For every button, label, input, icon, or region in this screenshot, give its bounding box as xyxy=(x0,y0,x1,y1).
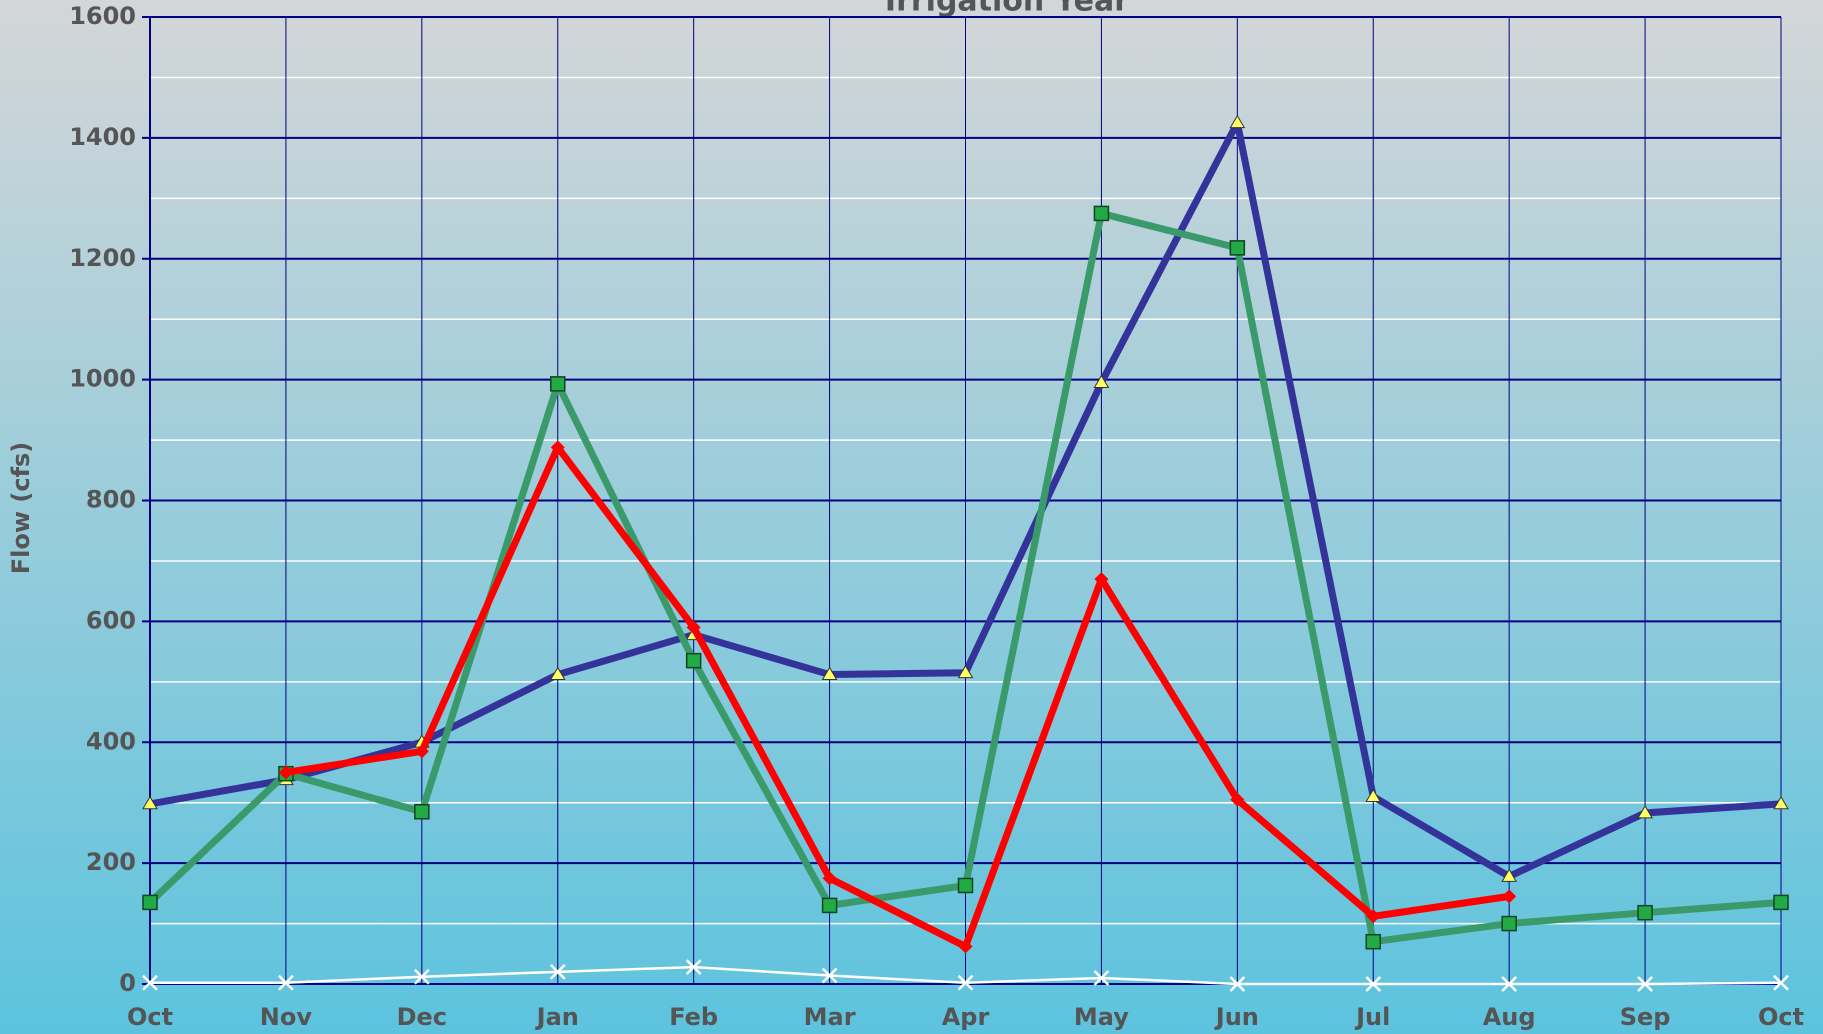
marker xyxy=(1093,970,1110,986)
marker xyxy=(414,744,429,759)
marker xyxy=(1229,976,1246,992)
marker xyxy=(1229,240,1246,256)
marker xyxy=(1501,915,1517,932)
x-tick-label: Oct xyxy=(1758,1003,1804,1031)
series-line xyxy=(285,443,1510,951)
y-tick-label: 400 xyxy=(86,727,136,755)
x-tick-label: Dec xyxy=(397,1003,447,1031)
marker xyxy=(1093,205,1110,222)
marker xyxy=(957,664,974,679)
y-tick-label: 600 xyxy=(86,606,136,634)
marker xyxy=(1230,792,1245,807)
x-tick-label: Jun xyxy=(1214,1003,1259,1031)
marker xyxy=(142,974,158,991)
marker xyxy=(686,620,701,635)
marker xyxy=(957,877,974,894)
marker xyxy=(1773,795,1789,810)
chart-title: Irrigation Year xyxy=(885,0,1129,19)
marker xyxy=(278,974,294,991)
marker xyxy=(957,974,974,991)
marker xyxy=(550,376,566,392)
marker xyxy=(549,964,566,980)
y-tick-label: 1000 xyxy=(69,365,136,393)
marker xyxy=(550,440,565,455)
marker xyxy=(413,968,430,985)
x-tick-label: Feb xyxy=(669,1003,718,1031)
y-tick-label: 200 xyxy=(86,848,136,876)
marker xyxy=(1773,974,1789,991)
marker xyxy=(1093,374,1110,389)
marker xyxy=(1502,889,1517,904)
x-tick-label: Aug xyxy=(1483,1003,1536,1031)
marker xyxy=(685,959,702,975)
marker xyxy=(821,897,838,914)
marker xyxy=(821,967,838,984)
x-tick-label: Nov xyxy=(260,1003,313,1031)
marker xyxy=(958,939,973,954)
marker xyxy=(1637,904,1653,921)
marker xyxy=(821,666,838,680)
marker xyxy=(1365,976,1382,992)
marker xyxy=(822,871,837,886)
x-tick-label: Jul xyxy=(1354,1003,1390,1031)
marker xyxy=(278,765,293,780)
y-tick-label: 1600 xyxy=(69,2,136,30)
marker xyxy=(1365,933,1381,950)
y-tick-label: 1200 xyxy=(69,244,136,272)
y-tick-label: 1400 xyxy=(69,123,136,151)
x-tick-label: Oct xyxy=(127,1003,173,1031)
x-tick-label: Apr xyxy=(942,1003,990,1031)
x-tick-label: May xyxy=(1074,1003,1129,1031)
x-tick-label: Jan xyxy=(535,1003,579,1031)
marker xyxy=(1637,976,1653,992)
marker xyxy=(142,894,158,911)
marker xyxy=(414,804,430,820)
marker xyxy=(685,652,702,669)
marker xyxy=(1773,894,1789,911)
marker xyxy=(1501,868,1518,882)
x-tick-label: Mar xyxy=(804,1003,856,1031)
marker xyxy=(1366,909,1381,924)
marker xyxy=(1365,788,1382,803)
x-tick-label: Sep xyxy=(1620,1003,1671,1031)
marker xyxy=(1501,976,1518,992)
marker xyxy=(549,666,566,680)
marker xyxy=(1094,572,1109,587)
y-tick-label: 800 xyxy=(86,486,136,514)
y-axis-label: Flow (cfs) xyxy=(7,442,35,575)
y-tick-label: 0 xyxy=(119,969,136,997)
marker xyxy=(1637,804,1653,819)
marker xyxy=(142,795,158,810)
marker xyxy=(1229,114,1246,129)
